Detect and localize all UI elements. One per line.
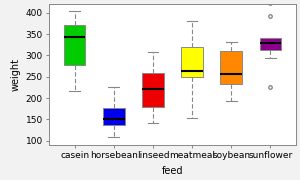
PathPatch shape	[220, 51, 242, 84]
PathPatch shape	[142, 73, 164, 107]
PathPatch shape	[103, 108, 124, 125]
PathPatch shape	[64, 25, 86, 65]
PathPatch shape	[260, 38, 281, 50]
Y-axis label: weight: weight	[10, 58, 20, 91]
X-axis label: feed: feed	[162, 166, 183, 176]
PathPatch shape	[181, 47, 203, 77]
